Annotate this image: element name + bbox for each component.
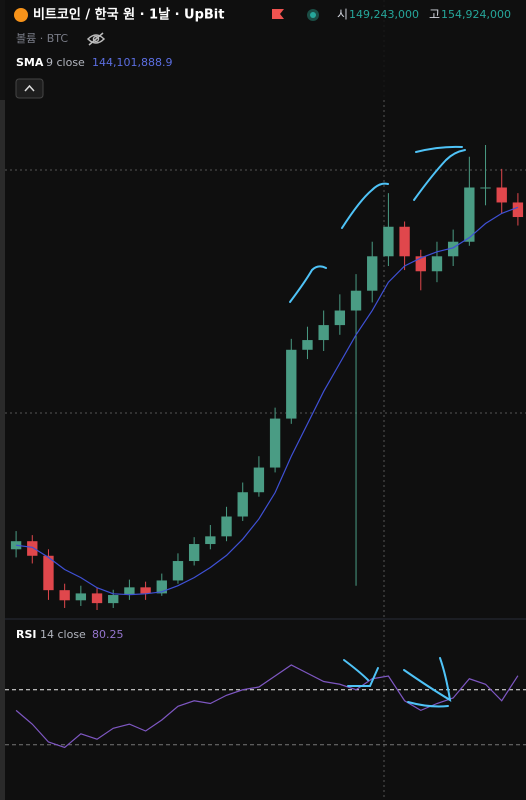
volume-label: 볼륨 · BTC: [16, 32, 68, 45]
annotations: [289, 145, 466, 708]
rsi-params: 14 close: [40, 628, 86, 641]
coin-icon: [14, 8, 28, 22]
candle-body: [318, 325, 329, 341]
candle-body: [108, 595, 119, 604]
candle-body: [350, 290, 362, 311]
candle-body: [367, 256, 378, 291]
drawing: [289, 265, 327, 303]
symbol-title[interactable]: 비트코인 / 한국 원 · 1날 · UpBit: [33, 7, 224, 23]
candle-body: [140, 587, 151, 594]
high-label: 고: [429, 8, 440, 22]
header-bg: [0, 0, 526, 100]
candle-body: [172, 561, 184, 581]
rsi-line: [15, 664, 519, 749]
chevron: [24, 84, 35, 92]
drawing: [343, 659, 379, 687]
left-edge: [0, 0, 5, 800]
sma-value: 144,101,888.9: [92, 56, 172, 69]
collapse-button[interactable]: [15, 78, 44, 99]
sma-params: 9 close: [46, 56, 85, 69]
candle-body: [221, 516, 232, 537]
candle-body: [512, 202, 524, 218]
candle-body: [399, 226, 410, 257]
candle-body: [59, 590, 70, 601]
price-pane: [10, 145, 524, 610]
candle-body: [237, 492, 248, 517]
candle-body: [27, 541, 38, 556]
drawing: [415, 145, 463, 153]
status-dot: [310, 12, 316, 18]
candle-body: [43, 555, 54, 591]
candle-body: [91, 593, 103, 604]
candle-body: [156, 580, 167, 594]
sma-name[interactable]: SMA: [16, 56, 44, 69]
drawing: [341, 182, 389, 229]
open-value: 149,243,000: [349, 8, 419, 21]
candle-body: [205, 536, 216, 545]
candle-body: [447, 241, 459, 257]
candle-body: [431, 256, 443, 272]
drawing: [413, 149, 466, 201]
candle-body: [480, 187, 491, 189]
candle-body: [269, 418, 281, 468]
rsi-pane: [5, 664, 526, 749]
candle-body: [302, 340, 313, 350]
candle-body: [496, 187, 507, 203]
candle-body: [383, 226, 394, 257]
candle-body: [253, 467, 265, 493]
candle-body: [464, 187, 475, 242]
candle-body: [124, 587, 135, 596]
drawing: [403, 657, 452, 708]
hide-icon[interactable]: [86, 32, 106, 46]
candle-body: [286, 349, 297, 419]
candle-body: [415, 256, 426, 272]
flag-icon[interactable]: [272, 9, 284, 19]
rsi-name[interactable]: RSI: [16, 628, 37, 641]
high-value: 154,924,000: [441, 8, 511, 21]
rsi-value: 80.25: [92, 628, 124, 641]
open-label: 시: [337, 8, 348, 22]
candle-body: [188, 544, 200, 562]
candle-body: [75, 593, 87, 601]
candle-body: [334, 310, 346, 326]
sma-line: [16, 206, 519, 596]
